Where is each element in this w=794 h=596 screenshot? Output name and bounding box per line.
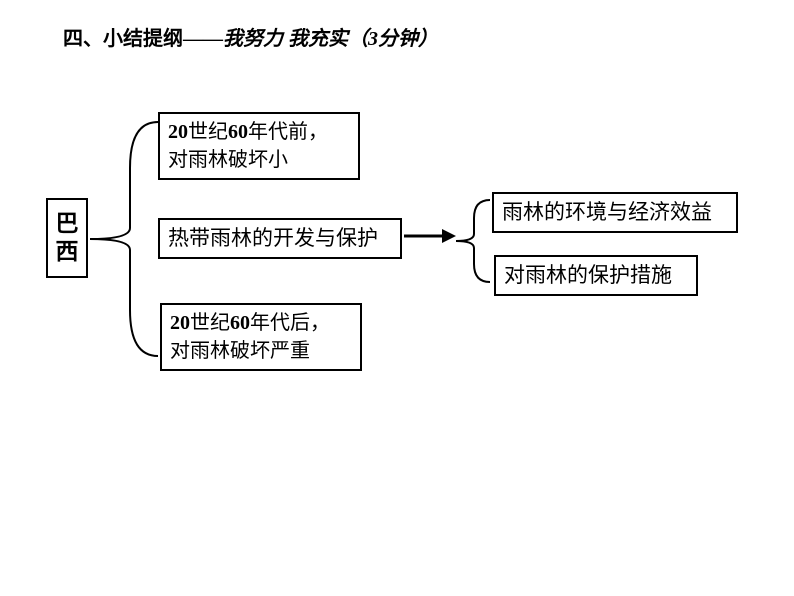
title-italic: 我努力 我充实（: [223, 28, 368, 50]
node-right-bot-text: 对雨林的保护措施: [504, 263, 672, 287]
left-brace: [90, 118, 158, 360]
node-after-60s: 20世纪60年代后， 对雨林破坏严重: [160, 303, 362, 371]
node-before-60s: 20世纪60年代前， 对雨林破坏小: [158, 112, 360, 180]
root-char-1: 巴: [56, 210, 79, 238]
node-rainforest-dev-protect: 热带雨林的开发与保护: [158, 218, 402, 259]
node-env-economic-benefit: 雨林的环境与经济效益: [492, 192, 738, 233]
node-top-line1: 20世纪60年代前，: [168, 118, 350, 146]
node-protection-measures: 对雨林的保护措施: [494, 255, 698, 296]
title-suffix: 分钟）: [378, 28, 438, 50]
node-bot-line1: 20世纪60年代后，: [170, 309, 352, 337]
root-node-brazil: 巴 西: [46, 198, 88, 278]
node-right-top-text: 雨林的环境与经济效益: [502, 200, 712, 224]
node-top-line2: 对雨林破坏小: [168, 146, 350, 174]
title-number: 3: [368, 28, 378, 50]
right-brace: [454, 196, 490, 286]
node-mid-text: 热带雨林的开发与保护: [168, 226, 378, 250]
summary-title: 四、小结提纲——我努力 我充实（3分钟）: [63, 22, 438, 51]
root-char-2: 西: [56, 238, 79, 266]
arrow-icon: [402, 224, 458, 248]
node-bot-line2: 对雨林破坏严重: [170, 337, 352, 365]
title-prefix: 四、小结提纲——: [63, 28, 223, 50]
